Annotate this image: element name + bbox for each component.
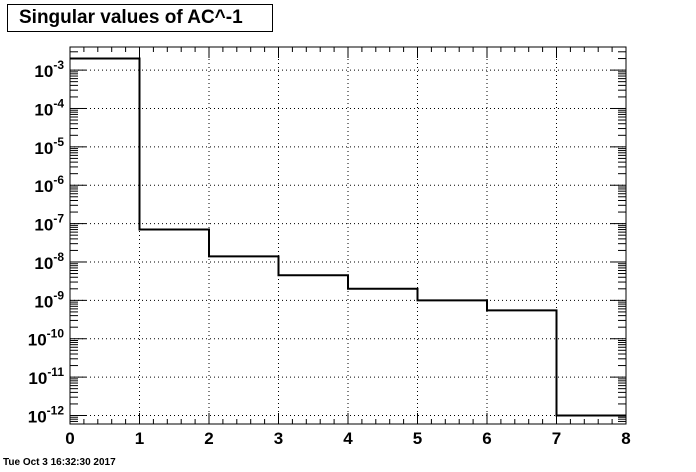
axis-ticks <box>69 47 627 424</box>
y-axis-tick-labels: 10-1210-1110-1010-910-810-710-610-510-41… <box>28 58 65 426</box>
x-tick-label: 2 <box>204 429 213 448</box>
y-tick-label-base: 10 <box>34 100 53 119</box>
y-tick-label: 10-6 <box>34 173 64 196</box>
y-tick-label-exponent: -3 <box>53 58 64 72</box>
x-tick-label: 0 <box>65 429 74 448</box>
y-tick-label: 10-3 <box>34 58 64 81</box>
chart-title: Singular values of AC^-1 <box>7 4 273 32</box>
histogram-line <box>70 57 626 417</box>
y-tick-label-exponent: -10 <box>47 327 65 341</box>
y-tick-label-base: 10 <box>34 139 53 158</box>
y-tick-label-exponent: -12 <box>47 403 65 417</box>
x-tick-label: 5 <box>413 429 422 448</box>
x-tick-label: 7 <box>552 429 561 448</box>
y-tick-label-base: 10 <box>34 216 53 235</box>
y-tick-label-base: 10 <box>34 292 53 311</box>
y-tick-label: 10-10 <box>28 327 65 350</box>
y-tick-label-exponent: -7 <box>53 212 64 226</box>
y-tick-label: 10-4 <box>34 96 64 119</box>
y-tick-label: 10-8 <box>34 250 64 273</box>
y-tick-label-base: 10 <box>34 254 53 273</box>
y-tick-label-base: 10 <box>28 331 47 350</box>
y-tick-label-exponent: -11 <box>47 365 64 379</box>
x-tick-label: 6 <box>482 429 491 448</box>
y-tick-label-exponent: -9 <box>53 288 64 302</box>
x-tick-label: 3 <box>274 429 283 448</box>
y-tick-label-base: 10 <box>34 62 53 81</box>
y-tick-label-exponent: -6 <box>53 173 64 187</box>
y-tick-label-exponent: -8 <box>53 250 64 264</box>
grid-lines <box>70 47 626 424</box>
y-tick-label: 10-5 <box>34 135 64 158</box>
y-tick-label: 10-9 <box>34 288 64 311</box>
x-tick-label: 1 <box>135 429 144 448</box>
y-tick-label-base: 10 <box>34 177 53 196</box>
y-tick-label: 10-12 <box>28 403 65 426</box>
x-axis-tick-labels: 0 1 2 3 4 5 6 7 8 <box>65 429 630 448</box>
y-tick-label-exponent: -5 <box>53 135 64 149</box>
y-tick-label: 10-11 <box>28 365 64 388</box>
timestamp: Tue Oct 3 16:32:30 2017 <box>3 457 116 468</box>
x-tick-label: 4 <box>343 429 353 448</box>
y-tick-label-base: 10 <box>28 407 47 426</box>
y-tick-label-exponent: -4 <box>53 96 64 110</box>
x-tick-label: 8 <box>621 429 630 448</box>
y-tick-label: 10-7 <box>34 212 64 235</box>
y-tick-label-base: 10 <box>28 369 47 388</box>
